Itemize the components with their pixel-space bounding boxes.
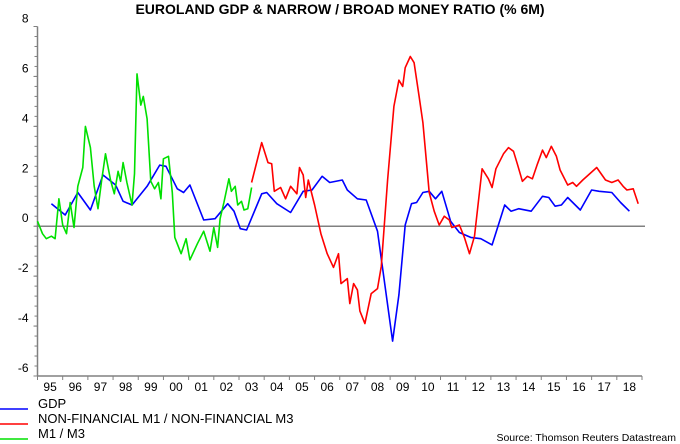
x-tick-label: 09 (396, 380, 410, 394)
series-line-gdp (50, 164, 630, 342)
x-tick-label: 12 (472, 380, 486, 394)
chart-title: EUROLAND GDP & NARROW / BROAD MONEY RATI… (135, 1, 544, 17)
y-tick-label: 6 (22, 61, 29, 75)
x-tick-label: 16 (572, 380, 586, 394)
x-tick-label: 97 (94, 380, 108, 394)
x-tick-label: 14 (522, 380, 536, 394)
x-tick-label: 07 (346, 380, 360, 394)
x-tick-label: 98 (119, 380, 133, 394)
y-tick-label: 4 (22, 111, 29, 125)
x-tick-label: 10 (421, 380, 435, 394)
x-tick-label: 02 (220, 380, 234, 394)
y-tick-label: -2 (18, 261, 29, 275)
axes: 8 6 4 2 0 -2 -4 -6 95 96 97 98 99 00 01 02 03 04 05 06 07 08 0… (18, 12, 643, 394)
series-line-m1-m3 (36, 73, 253, 261)
legend-label: NON-FINANCIAL M1 / NON-FINANCIAL M3 (38, 411, 293, 426)
x-tick-label: 03 (245, 380, 259, 394)
y-tick-label: -4 (18, 311, 29, 325)
x-tick-label: 15 (547, 380, 561, 394)
legend-label: M1 / M3 (38, 426, 85, 441)
x-tick-label: 99 (144, 380, 158, 394)
y-tick-label: -6 (18, 361, 29, 375)
x-tick-label: 13 (497, 380, 511, 394)
y-tick-label: 2 (22, 161, 29, 175)
x-tick-label: 96 (69, 380, 83, 394)
y-tick-label: 0 (22, 211, 29, 225)
y-tick-label: 8 (22, 12, 29, 26)
series-layer (36, 55, 639, 342)
x-tick-label: 01 (195, 380, 209, 394)
x-tick-label: 06 (320, 380, 334, 394)
x-tick-label: 18 (623, 380, 637, 394)
x-tick-label: 05 (295, 380, 309, 394)
x-tick-label: 04 (270, 380, 284, 394)
x-tick-label: 17 (598, 380, 612, 394)
x-tick-label: 08 (371, 380, 385, 394)
source-note: Source: Thomson Reuters Datastream (496, 432, 676, 444)
x-tick-label: 11 (447, 380, 460, 394)
series-line-non-financial-m1-non-financial-m3 (250, 55, 639, 325)
legend-label: GDP (38, 396, 66, 411)
x-tick-label: 00 (169, 380, 183, 394)
x-tick-label: 95 (43, 380, 57, 394)
